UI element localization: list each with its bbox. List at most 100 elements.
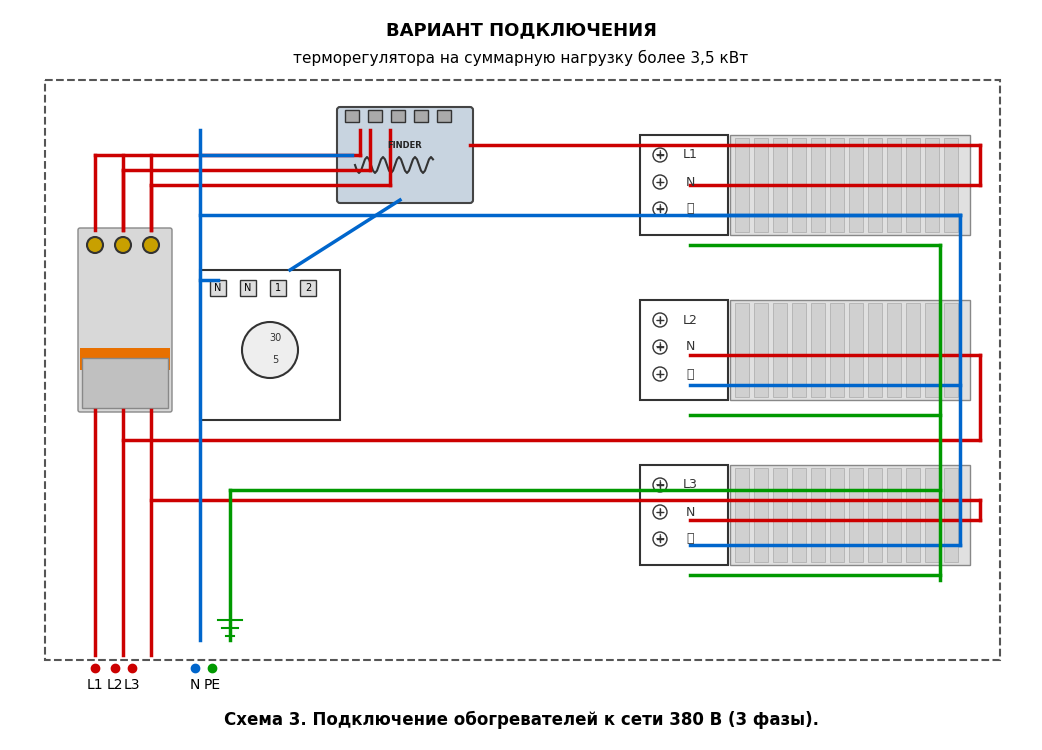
Text: N: N xyxy=(686,340,695,353)
Circle shape xyxy=(653,340,667,354)
FancyBboxPatch shape xyxy=(337,107,473,203)
Bar xyxy=(640,300,728,400)
Circle shape xyxy=(86,237,103,253)
Bar xyxy=(640,465,728,565)
Text: терморегулятора на суммарную нагрузку более 3,5 кВт: терморегулятора на суммарную нагрузку бо… xyxy=(294,50,748,66)
Circle shape xyxy=(653,532,667,546)
Bar xyxy=(887,303,901,397)
Text: 5: 5 xyxy=(272,355,278,365)
Bar xyxy=(300,280,316,296)
Bar xyxy=(811,138,825,232)
Bar xyxy=(868,138,882,232)
Text: +: + xyxy=(654,340,665,353)
Bar xyxy=(735,468,749,562)
Bar xyxy=(240,280,256,296)
Text: +: + xyxy=(654,368,665,380)
Text: +: + xyxy=(654,202,665,215)
Bar xyxy=(830,303,844,397)
Bar xyxy=(773,303,787,397)
Bar xyxy=(730,300,970,400)
Bar xyxy=(200,270,340,420)
Bar xyxy=(905,468,920,562)
Bar xyxy=(811,303,825,397)
Circle shape xyxy=(242,322,298,378)
Bar xyxy=(792,303,807,397)
Bar xyxy=(640,135,728,235)
Bar xyxy=(735,138,749,232)
Text: 1: 1 xyxy=(275,283,281,293)
Text: L2: L2 xyxy=(106,678,123,692)
Bar xyxy=(944,138,958,232)
Circle shape xyxy=(116,388,130,402)
Text: N: N xyxy=(190,678,200,692)
Text: L1: L1 xyxy=(86,678,103,692)
Circle shape xyxy=(115,237,131,253)
Text: N: N xyxy=(244,283,252,293)
Bar xyxy=(210,280,226,296)
Text: +: + xyxy=(654,506,665,518)
Bar xyxy=(80,348,170,370)
Bar xyxy=(925,138,939,232)
Text: ⏚: ⏚ xyxy=(687,368,694,380)
Bar xyxy=(792,468,807,562)
Bar xyxy=(792,138,807,232)
Bar xyxy=(944,468,958,562)
Bar xyxy=(368,110,382,122)
Text: N: N xyxy=(686,176,695,188)
Circle shape xyxy=(653,478,667,492)
Bar xyxy=(414,110,428,122)
Text: +: + xyxy=(654,176,665,188)
Bar xyxy=(773,138,787,232)
Circle shape xyxy=(653,313,667,327)
Text: N: N xyxy=(686,506,695,518)
Circle shape xyxy=(653,202,667,216)
Text: FINDER: FINDER xyxy=(388,140,422,149)
Circle shape xyxy=(144,388,158,402)
Text: +: + xyxy=(654,532,665,545)
Bar xyxy=(735,303,749,397)
Text: 30: 30 xyxy=(269,333,281,343)
Text: L3: L3 xyxy=(683,478,697,491)
FancyBboxPatch shape xyxy=(78,228,172,412)
Bar xyxy=(754,138,768,232)
Text: +: + xyxy=(654,314,665,326)
Bar xyxy=(925,303,939,397)
Circle shape xyxy=(653,148,667,162)
Bar xyxy=(849,468,863,562)
Text: ВАРИАНТ ПОДКЛЮЧЕНИЯ: ВАРИАНТ ПОДКЛЮЧЕНИЯ xyxy=(386,21,656,39)
Bar xyxy=(887,468,901,562)
Bar xyxy=(849,138,863,232)
Text: 2: 2 xyxy=(305,283,312,293)
Bar xyxy=(754,468,768,562)
Bar xyxy=(730,465,970,565)
Bar xyxy=(730,135,970,235)
Bar xyxy=(437,110,451,122)
Text: L1: L1 xyxy=(683,148,697,161)
Text: ⏚: ⏚ xyxy=(687,202,694,215)
Bar xyxy=(830,138,844,232)
Bar xyxy=(811,468,825,562)
Bar xyxy=(887,138,901,232)
Circle shape xyxy=(653,505,667,519)
Bar xyxy=(925,468,939,562)
Bar xyxy=(905,303,920,397)
Circle shape xyxy=(88,388,102,402)
Circle shape xyxy=(653,367,667,381)
Bar xyxy=(849,303,863,397)
Bar xyxy=(905,138,920,232)
Circle shape xyxy=(143,237,159,253)
Bar xyxy=(270,280,286,296)
Text: ⏚: ⏚ xyxy=(687,532,694,545)
Text: PE: PE xyxy=(203,678,221,692)
Bar xyxy=(868,468,882,562)
Bar xyxy=(345,110,359,122)
Text: L2: L2 xyxy=(683,314,697,326)
Text: +: + xyxy=(654,478,665,491)
Text: L3: L3 xyxy=(124,678,141,692)
Text: Схема 3. Подключение обогревателей к сети 380 В (3 фазы).: Схема 3. Подключение обогревателей к сет… xyxy=(223,711,819,729)
Bar xyxy=(944,303,958,397)
Bar xyxy=(868,303,882,397)
Bar xyxy=(391,110,405,122)
Bar xyxy=(830,468,844,562)
Bar xyxy=(754,303,768,397)
